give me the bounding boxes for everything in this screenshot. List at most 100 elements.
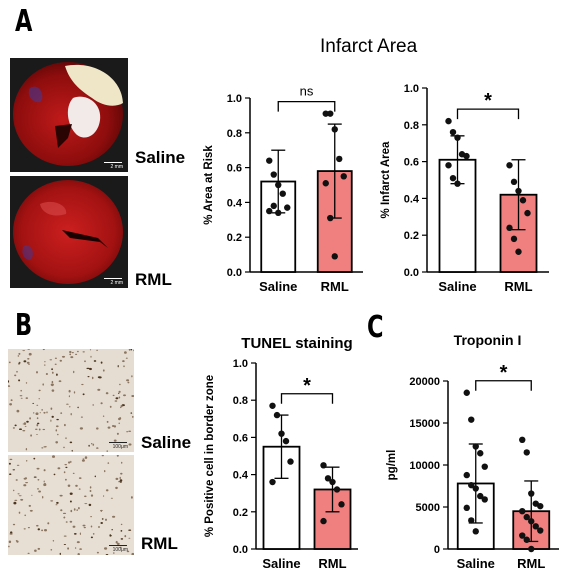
cell-nucleus [105, 489, 109, 492]
cell-nucleus [54, 363, 57, 365]
cell-nucleus [44, 529, 47, 532]
y-tick-label: 0.0 [233, 544, 248, 556]
data-point [463, 389, 470, 396]
x-tick-label: RML [321, 279, 349, 294]
cell-nucleus [119, 479, 123, 482]
cell-nucleus [87, 376, 90, 378]
cell-nucleus [8, 545, 10, 548]
cell-nucleus [119, 476, 121, 480]
cell-nucleus [32, 402, 35, 404]
cell-nucleus [82, 458, 85, 460]
cell-nucleus [118, 422, 120, 425]
cell-nucleus [23, 422, 27, 425]
cell-nucleus [119, 546, 122, 549]
cell-nucleus [103, 495, 105, 497]
cell-nucleus [64, 423, 66, 427]
cell-nucleus [23, 528, 26, 530]
cell-nucleus [73, 508, 76, 511]
chart-title: TUNEL staining [241, 335, 352, 352]
cell-nucleus [91, 376, 94, 380]
cell-nucleus [38, 398, 40, 400]
cell-nucleus [111, 529, 113, 531]
cell-nucleus [70, 460, 72, 463]
cell-nucleus [28, 504, 31, 507]
heart-photo-rml: 2 mm [10, 176, 128, 288]
y-tick-label: 0.4 [233, 470, 249, 482]
cell-nucleus [60, 509, 63, 512]
tunel-micrograph-saline: 100μm [8, 349, 134, 452]
cell-nucleus [70, 413, 72, 416]
data-point [528, 518, 535, 525]
cell-nucleus [69, 350, 72, 354]
cell-nucleus [92, 533, 95, 535]
data-point [270, 202, 277, 210]
cell-nucleus [132, 415, 134, 418]
data-point [445, 117, 452, 125]
cell-nucleus [37, 528, 40, 531]
cell-nucleus [72, 472, 75, 474]
cell-nucleus [37, 547, 41, 550]
cell-nucleus [122, 360, 125, 363]
cell-nucleus [9, 533, 13, 535]
cell-nucleus [104, 547, 108, 550]
cell-nucleus [51, 380, 54, 384]
cell-nucleus [30, 434, 32, 437]
scale-bar-label: 2 mm [110, 280, 124, 286]
cell-nucleus [24, 425, 27, 427]
cell-nucleus [16, 370, 18, 373]
cell-nucleus [38, 428, 41, 431]
cell-nucleus [25, 482, 29, 484]
data-point [528, 545, 535, 553]
cell-nucleus [19, 428, 22, 430]
cell-nucleus [50, 549, 53, 551]
cell-nucleus [97, 376, 101, 379]
cell-nucleus [26, 420, 29, 423]
cell-nucleus [124, 535, 127, 538]
cell-nucleus [77, 350, 79, 353]
cell-nucleus [68, 461, 71, 464]
cell-nucleus [128, 430, 132, 432]
cell-nucleus [36, 371, 38, 374]
y-tick-label: 0.6 [404, 157, 419, 169]
cell-nucleus [67, 547, 70, 550]
cell-nucleus [70, 509, 73, 513]
cell-nucleus [41, 447, 44, 449]
data-point [506, 224, 513, 232]
cell-nucleus [51, 415, 54, 418]
cell-nucleus [27, 527, 30, 529]
cell-nucleus [43, 483, 47, 485]
data-point [279, 190, 286, 197]
cell-nucleus [68, 389, 71, 393]
cell-nucleus [14, 374, 17, 377]
y-tick-label: 1.0 [233, 358, 248, 370]
cell-nucleus [89, 349, 92, 351]
data-point [472, 443, 479, 450]
cell-nucleus [116, 432, 119, 435]
data-point [477, 450, 484, 457]
cell-nucleus [71, 352, 74, 354]
data-point [270, 171, 277, 178]
data-point [468, 416, 475, 423]
scale-bar [109, 545, 127, 546]
cell-nucleus [12, 427, 15, 429]
cell-nucleus [55, 504, 58, 506]
y-tick-label: 5000 [416, 502, 440, 514]
cell-nucleus [38, 490, 41, 493]
heart-photo-saline-label: Saline [135, 148, 186, 167]
data-point [269, 402, 276, 409]
cell-nucleus [28, 363, 30, 365]
cell-nucleus [29, 417, 31, 420]
cell-nucleus [113, 552, 115, 554]
cell-nucleus [90, 516, 92, 518]
cell-nucleus [33, 476, 37, 478]
data-point [519, 532, 526, 539]
cell-nucleus [106, 450, 108, 452]
significance-label: * [500, 362, 508, 384]
cell-nucleus [15, 479, 18, 481]
cell-nucleus [17, 493, 20, 495]
cell-nucleus [71, 449, 73, 452]
cell-nucleus [16, 464, 20, 466]
cell-nucleus [96, 551, 99, 554]
cell-nucleus [79, 532, 81, 535]
y-tick-label: 0.0 [227, 267, 242, 279]
